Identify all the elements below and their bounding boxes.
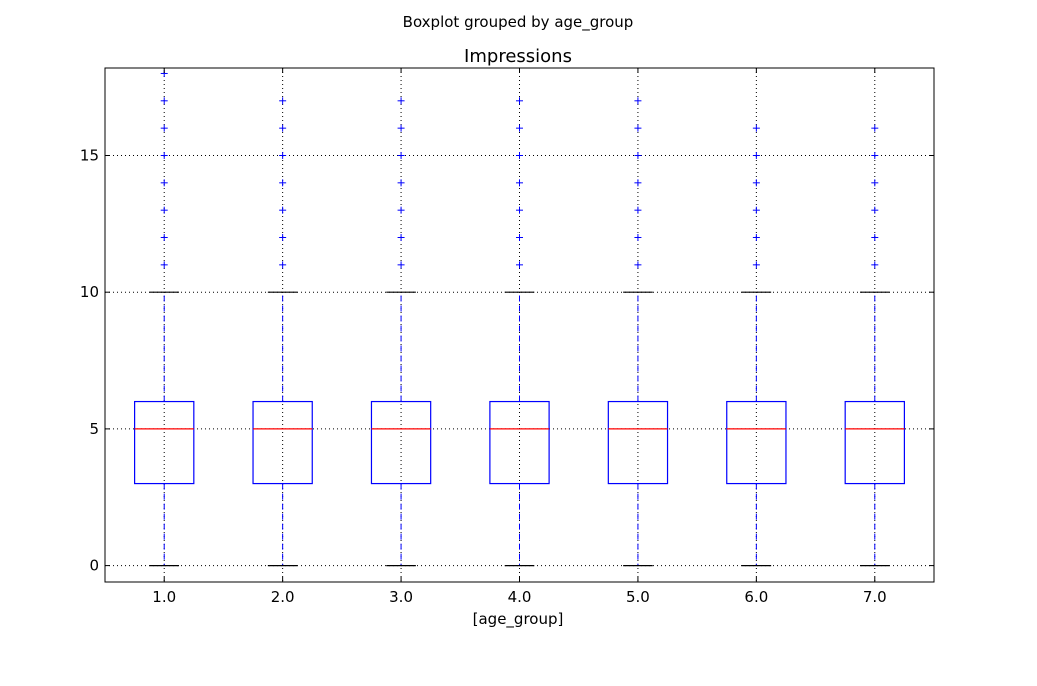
x-tick-label: 3.0 bbox=[389, 588, 413, 606]
x-tick-label: 7.0 bbox=[863, 588, 887, 606]
y-tick-label: 15 bbox=[80, 146, 99, 164]
y-tick-label: 5 bbox=[89, 420, 99, 438]
x-tick-label: 1.0 bbox=[152, 588, 176, 606]
x-tick-label: 5.0 bbox=[626, 588, 650, 606]
y-tick-label: 10 bbox=[80, 283, 99, 301]
x-tick-label: 6.0 bbox=[744, 588, 768, 606]
x-axis-label: [age_group] bbox=[473, 610, 564, 629]
x-tick-label: 2.0 bbox=[271, 588, 295, 606]
figure-suptitle: Boxplot grouped by age_group bbox=[403, 13, 634, 32]
chart-title: Impressions bbox=[464, 46, 572, 67]
y-tick-label: 0 bbox=[89, 557, 99, 575]
x-tick-label: 4.0 bbox=[508, 588, 532, 606]
